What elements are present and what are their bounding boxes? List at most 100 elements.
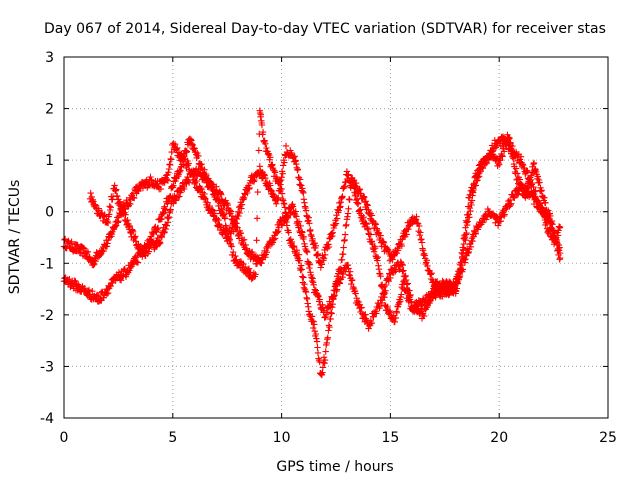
data-point-s2	[462, 231, 470, 238]
data-point-s0	[111, 223, 119, 230]
y-tick-label: 3	[45, 50, 54, 66]
data-point-s2	[303, 294, 310, 301]
data-point-s2	[314, 349, 322, 357]
data-point-s1	[94, 291, 101, 299]
data-point-s2	[91, 201, 99, 208]
data-point-s2	[379, 284, 386, 291]
data-point-s0	[135, 187, 142, 194]
data-point-s2	[290, 242, 298, 250]
data-point-s1	[263, 249, 271, 256]
data-point-s2	[414, 305, 422, 312]
data-point-s2	[345, 205, 352, 212]
data-point-s2	[466, 214, 473, 221]
data-point-s0	[164, 177, 172, 184]
data-point-s2	[465, 211, 472, 218]
data-point-s1	[240, 236, 248, 243]
data-point-s0	[282, 142, 290, 150]
data-point-s2	[316, 358, 323, 366]
data-point-s0	[270, 191, 277, 198]
data-point-s2	[298, 266, 305, 273]
data-point-s2	[499, 153, 506, 160]
data-point-s2	[114, 193, 121, 200]
data-point-s2	[142, 247, 150, 254]
data-point-s0	[204, 199, 211, 206]
data-point-s2	[530, 159, 538, 167]
data-point-s1	[176, 193, 183, 200]
data-point-s0	[418, 236, 425, 243]
data-point-s0	[318, 261, 326, 268]
data-point-s2	[346, 196, 353, 203]
y-axis-tick-labels: 3 2 1 0 -1 -2 -3 -4	[40, 50, 54, 427]
data-point-s0	[333, 215, 341, 222]
data-point-s2	[452, 287, 459, 294]
data-point-s1	[288, 202, 296, 209]
data-point-s2	[426, 297, 434, 304]
data-point-s2	[259, 128, 267, 136]
data-point-s2	[252, 271, 259, 278]
data-point-s0	[165, 169, 172, 176]
data-point-s2	[129, 227, 136, 234]
data-point-s2	[398, 291, 405, 298]
data-point-s2	[95, 205, 102, 212]
data-point-s2	[348, 174, 355, 182]
data-point-s1	[361, 311, 368, 319]
data-point-s2	[313, 338, 321, 345]
data-point-s0	[104, 240, 111, 247]
data-point-s1	[104, 289, 112, 297]
data-point-s2	[225, 234, 232, 242]
data-point-s0	[364, 202, 371, 209]
data-point-s0	[66, 243, 73, 250]
data-point-s1	[319, 304, 327, 311]
data-point-s2	[212, 189, 219, 197]
data-point-s2	[257, 111, 265, 118]
data-point-s1	[400, 267, 407, 274]
y-tick-label: 2	[45, 102, 54, 118]
data-point-s0	[296, 176, 304, 183]
data-point-s1	[309, 275, 316, 282]
data-point-s1	[287, 209, 294, 216]
data-point-s2	[181, 152, 188, 160]
data-point-s0	[305, 214, 312, 221]
data-point-s0	[84, 248, 92, 255]
data-point-s2	[300, 274, 307, 281]
data-point-s1	[397, 258, 404, 265]
data-point-s2	[512, 165, 520, 172]
data-point-s0	[332, 220, 340, 227]
data-point-s0	[417, 229, 424, 236]
data-point-s0	[74, 241, 81, 249]
data-point-s2	[283, 222, 291, 229]
data-point-s2	[463, 229, 470, 237]
data-point-s2	[456, 267, 463, 275]
data-point-s1	[333, 287, 340, 295]
data-point-s2	[462, 237, 469, 244]
data-point-s0	[325, 243, 333, 251]
data-point-s2	[523, 189, 530, 197]
data-point-s2	[195, 152, 202, 160]
x-tick-label: 5	[168, 430, 177, 446]
data-point-s1	[116, 276, 124, 283]
data-point-s2	[296, 257, 303, 264]
data-point-s2	[314, 344, 321, 351]
data-point-s0	[238, 201, 246, 208]
data-point-s2	[330, 293, 337, 300]
data-point-s2	[392, 314, 399, 322]
data-point-s1	[295, 218, 303, 225]
data-point-s1	[243, 245, 250, 252]
data-point-s0	[413, 213, 420, 220]
data-point-s0	[91, 260, 98, 268]
data-point-s1	[297, 222, 304, 230]
data-point-s0	[307, 226, 314, 234]
data-point-s2	[148, 237, 155, 244]
data-point-s1	[292, 208, 299, 215]
data-point-s0	[356, 186, 364, 193]
data-point-s2	[281, 200, 288, 208]
data-point-s0	[389, 256, 396, 263]
data-point-s2	[227, 241, 235, 249]
data-point-s2	[510, 155, 517, 162]
data-point-s2	[170, 182, 177, 189]
data-point-s0	[377, 232, 384, 239]
data-point-s0	[423, 257, 430, 264]
data-point-s2	[253, 215, 261, 222]
data-point-s2	[230, 248, 237, 256]
data-point-s0	[321, 251, 329, 258]
